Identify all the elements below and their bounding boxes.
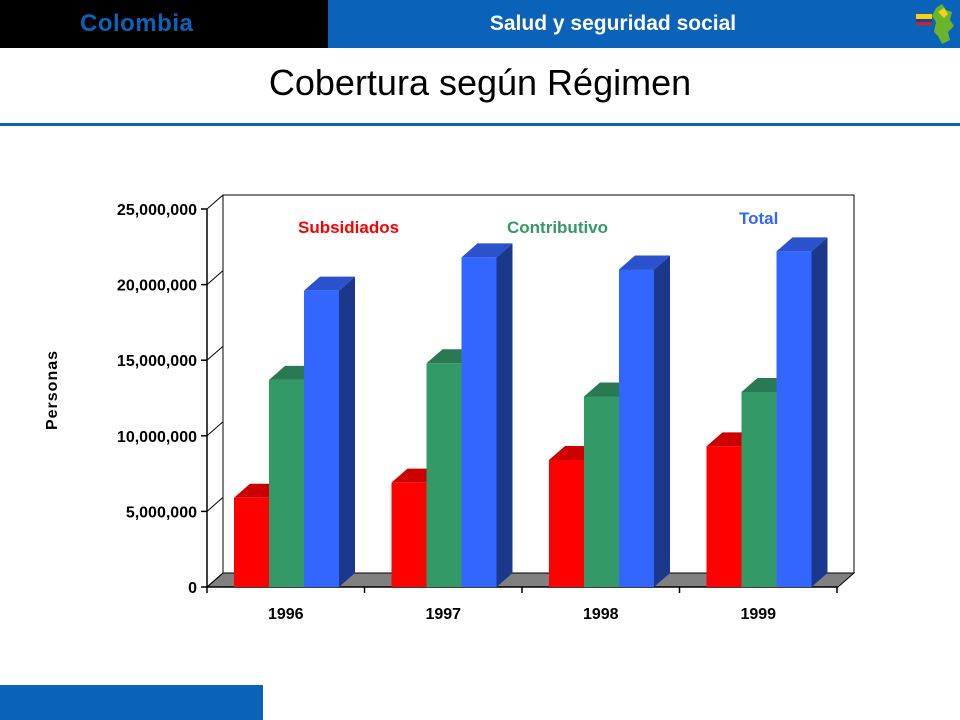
y-tick-depth-line (206, 345, 224, 361)
country-label: Colombia (80, 10, 194, 37)
bar-total-1998 (619, 255, 670, 588)
legend-label-subsidiados: Subsidiados (298, 218, 399, 237)
bar-total-1996 (304, 276, 355, 587)
x-tick-label: 1997 (425, 606, 461, 623)
section-label: Salud y seguridad social (489, 12, 737, 35)
y-axis-title: Personas (44, 350, 61, 430)
y-tick-label: 10,000,000 (117, 429, 197, 446)
legend-label-contributivo: Contributivo (507, 218, 608, 237)
country-box: Colombia (0, 0, 328, 48)
legend-label-total: Total (739, 209, 778, 228)
title-divider (0, 123, 960, 126)
page-title: Cobertura según Régimen (268, 62, 692, 103)
bar-total-1997 (461, 243, 513, 587)
y-tick-label: 5,000,000 (126, 504, 197, 521)
footer-bar (0, 685, 263, 720)
y-tick-depth-line (206, 270, 224, 285)
y-tick-depth-line (206, 194, 224, 210)
y-tick-label: 15,000,000 (117, 353, 197, 370)
y-tick-label: 0 (188, 580, 197, 597)
colombia-map-logo-icon (912, 2, 958, 46)
y-tick-label: 25,000,000 (117, 202, 197, 219)
x-tick-label: 1998 (583, 606, 619, 623)
y-tick-label: 20,000,000 (117, 278, 197, 295)
x-tick-label: 1996 (268, 606, 304, 623)
y-tick-depth-line (206, 421, 224, 437)
x-tick-label: 1999 (740, 606, 776, 623)
bar-total-1999 (776, 237, 828, 587)
y-tick-depth-line (206, 497, 224, 512)
y-tick-depth-line (206, 572, 224, 588)
